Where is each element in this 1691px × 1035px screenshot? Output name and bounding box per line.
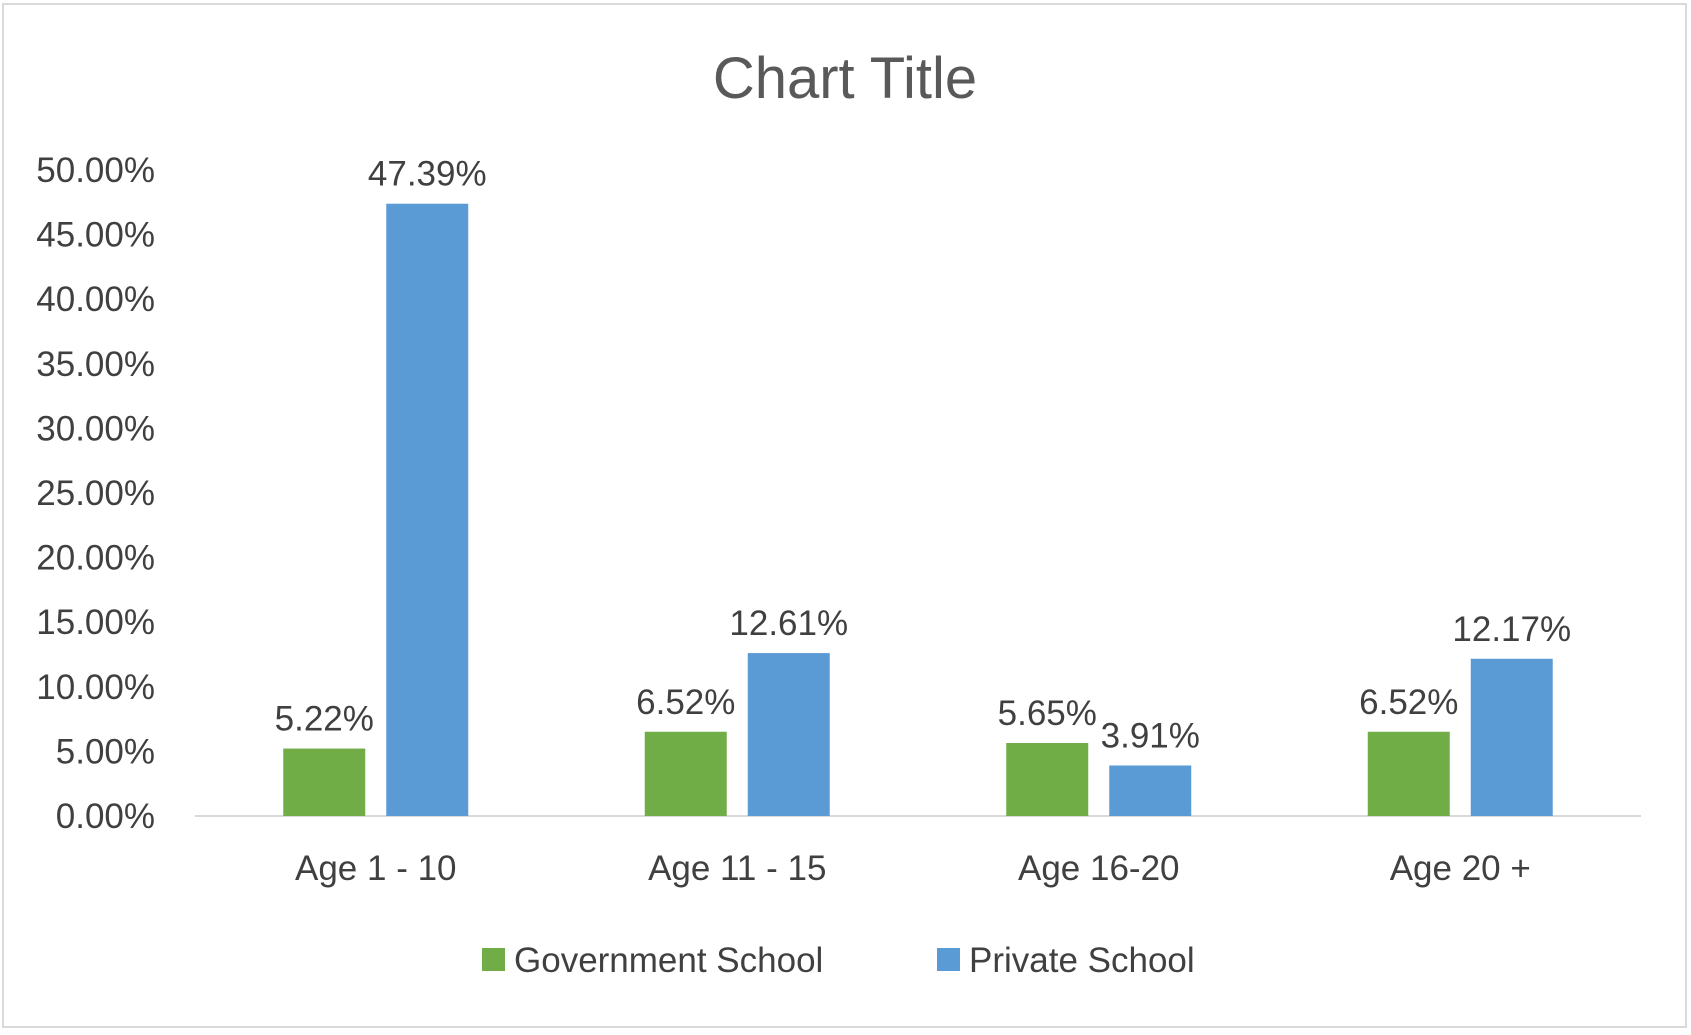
- y-tick-label: 50.00%: [36, 151, 155, 190]
- bar-private-1: [747, 653, 830, 816]
- data-label: 6.52%: [636, 683, 735, 722]
- y-tick-label: 20.00%: [36, 539, 155, 578]
- data-label: 47.39%: [368, 155, 487, 194]
- y-tick-label: 0.00%: [56, 797, 155, 836]
- y-tick-label: 15.00%: [36, 603, 155, 642]
- y-tick-label: 10.00%: [36, 668, 155, 707]
- x-axis: Age 1 - 10 Age 11 - 15 Age 16-20 Age 20 +: [295, 849, 1531, 888]
- y-tick-label: 35.00%: [36, 345, 155, 384]
- data-label: 3.91%: [1101, 716, 1200, 755]
- bar-government-1: [644, 731, 727, 816]
- bar-government-3: [1367, 731, 1450, 816]
- data-label: 5.22%: [275, 700, 374, 739]
- y-tick-label: 5.00%: [56, 732, 155, 771]
- x-tick-label: Age 16-20: [1018, 849, 1180, 888]
- data-label: 12.61%: [729, 604, 848, 643]
- chart-frame: [2, 3, 1687, 1028]
- y-axis: 0.00% 5.00% 10.00% 15.00% 20.00% 25.00% 30.00%…: [36, 151, 155, 836]
- x-tick-label: Age 20 +: [1390, 849, 1531, 888]
- y-tick-label: 25.00%: [36, 474, 155, 513]
- bars-group: [283, 203, 1553, 817]
- data-label: 12.17%: [1452, 610, 1571, 649]
- bar-private-2: [1109, 765, 1192, 816]
- data-label: 5.65%: [998, 694, 1097, 733]
- legend-swatch: [482, 948, 505, 971]
- y-tick-label: 45.00%: [36, 216, 155, 255]
- legend-label: Government School: [514, 941, 823, 980]
- x-tick-label: Age 11 - 15: [648, 849, 826, 888]
- data-label: 6.52%: [1359, 683, 1458, 722]
- legend-label: Private School: [969, 941, 1195, 980]
- bar-government-0: [283, 748, 366, 816]
- y-tick-label: 30.00%: [36, 409, 155, 448]
- bar-private-3: [1470, 658, 1553, 816]
- legend: Government School Private School: [482, 941, 1195, 980]
- data-labels-group: 5.22% 47.39% 6.52% 12.61% 5.65%3.91% 6.52% 12.…: [275, 155, 1571, 756]
- chart-title: Chart Title: [713, 46, 977, 111]
- bar-government-2: [1006, 743, 1089, 816]
- legend-swatch: [937, 948, 960, 971]
- bar-private-0: [386, 203, 469, 817]
- y-tick-label: 40.00%: [36, 280, 155, 319]
- x-tick-label: Age 1 - 10: [295, 849, 457, 888]
